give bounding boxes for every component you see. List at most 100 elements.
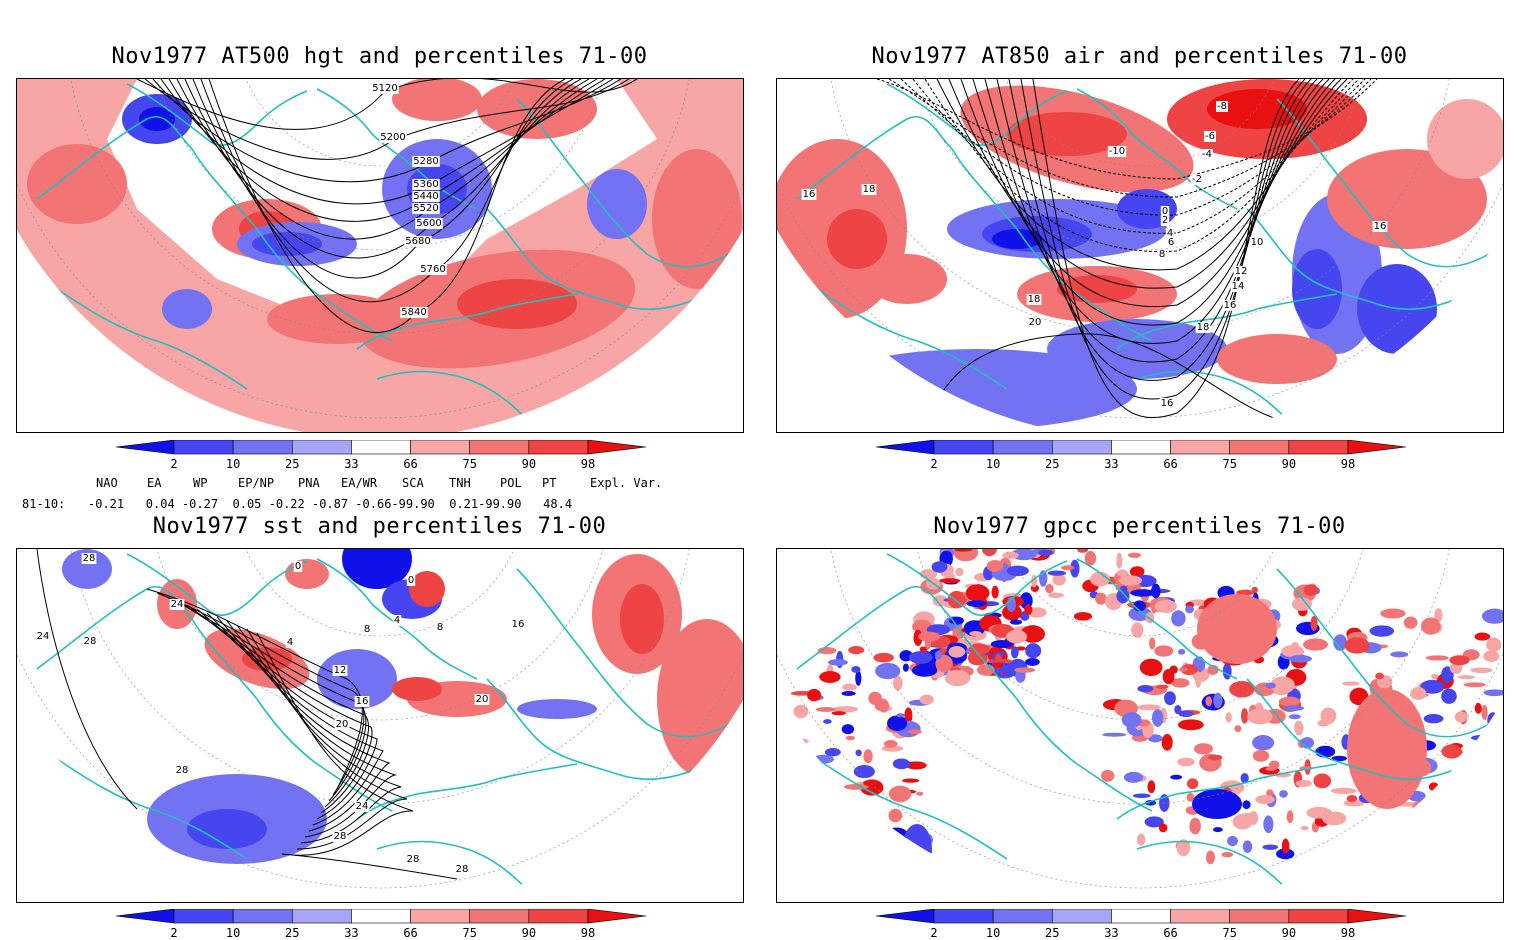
anomaly-region	[803, 752, 814, 758]
anomaly-region	[908, 729, 922, 735]
contour-line	[166, 596, 367, 802]
anomaly-region	[1403, 616, 1418, 629]
contour-label: 16	[803, 189, 816, 200]
coastline	[376, 370, 538, 430]
colorbar-label: 25	[1045, 926, 1060, 940]
contour-label: 16	[1224, 300, 1237, 311]
colorbar-segment	[1229, 909, 1290, 924]
anomaly-region	[948, 616, 965, 625]
anomaly-region	[1154, 599, 1178, 614]
anomaly-region	[992, 662, 1004, 668]
anomaly-region	[846, 836, 868, 841]
anomaly-region	[1252, 735, 1275, 751]
map-gpcc	[776, 548, 1504, 903]
contour-label: 20	[336, 719, 349, 730]
colorbar-segment	[1111, 909, 1171, 924]
anomaly-region	[831, 711, 847, 716]
anomaly-region	[990, 640, 1013, 649]
anomaly-region	[902, 824, 932, 874]
contour-line	[36, 549, 138, 810]
contour-label: 24	[356, 801, 369, 812]
anomaly-region	[918, 631, 941, 642]
colorbar-label: 2	[930, 926, 938, 940]
contour-label-bg	[81, 553, 97, 564]
contour-label-bg	[435, 622, 445, 633]
tele-row-values: -0.21 0.04 -0.27 0.05 -0.22 -0.87 -0.66-…	[88, 497, 573, 511]
colorbar-label: 2	[170, 926, 178, 940]
contour-label: 6	[1168, 237, 1174, 248]
anomaly-region	[1038, 549, 1054, 556]
contour-label-bg	[1157, 249, 1167, 260]
anomaly-region	[1185, 605, 1194, 614]
anomaly-region	[824, 817, 849, 834]
anomaly-region	[1137, 685, 1154, 693]
anomaly-region	[1213, 692, 1223, 709]
colorbar-segment	[528, 440, 589, 455]
anomaly-region	[1294, 720, 1304, 736]
map-hgt: 5120 5200 5280 5360 5440 5520 5600 5680 5760 5840	[16, 78, 744, 433]
colorbar-segment	[469, 440, 530, 455]
anomaly-region	[1306, 806, 1333, 819]
colorbar-tip-high	[587, 909, 646, 924]
anomaly-region	[1116, 552, 1123, 569]
colorbar-tip-high	[1347, 440, 1406, 455]
contour-label: 5840	[401, 307, 426, 318]
anomaly-region	[1313, 773, 1332, 789]
contour-label: 4	[287, 637, 293, 648]
anomaly-region	[1302, 638, 1328, 651]
anomaly-region	[1412, 800, 1425, 817]
anomaly-region	[1155, 684, 1169, 689]
anomaly-region	[1268, 760, 1280, 770]
contour-label-bg	[861, 184, 877, 195]
contour-label-bg	[371, 83, 399, 94]
colorbar-label: 2	[170, 457, 178, 471]
contour-line	[912, 79, 1360, 234]
anomaly-region	[1453, 794, 1478, 807]
anomaly-region	[27, 144, 127, 224]
contour-line	[1008, 79, 1312, 381]
anomaly-region	[981, 549, 997, 557]
anomaly-region	[1070, 559, 1080, 578]
tele-header-sca: SCA	[402, 476, 424, 490]
contour-line	[256, 632, 414, 856]
contour-label-bg	[415, 218, 443, 229]
coastline	[886, 553, 1068, 616]
anomaly-region	[813, 842, 827, 856]
anomaly-region	[1137, 833, 1146, 846]
anomaly-region	[789, 802, 816, 811]
contour-line	[1032, 79, 1300, 418]
colorbar-segment	[351, 909, 411, 924]
anomaly-region	[969, 630, 982, 637]
latitude-circle	[17, 549, 743, 889]
colorbar-label: 66	[403, 926, 418, 940]
colorbar-label: 10	[225, 926, 241, 940]
anomaly-region	[1227, 835, 1239, 847]
anomaly-region	[1470, 734, 1497, 741]
anomaly-region	[802, 781, 825, 792]
anomaly-region	[1169, 665, 1178, 674]
contour-label-bg	[1195, 322, 1211, 333]
anomaly-region	[517, 699, 597, 719]
anomaly-region	[944, 669, 971, 687]
latitude-circle	[992, 79, 1288, 167]
anomaly-region	[1341, 681, 1360, 686]
contour-label-bg	[1166, 237, 1176, 248]
contour-label: 28	[176, 765, 189, 776]
anomaly-region	[1240, 708, 1249, 724]
contour-line	[948, 79, 1342, 289]
anomaly-region	[824, 748, 841, 757]
colorbar-segment	[291, 440, 352, 455]
anomaly-region	[162, 289, 212, 329]
contour-label: 12	[1235, 266, 1248, 277]
contour-label: 0	[295, 561, 301, 572]
contour-label-bg	[1249, 237, 1265, 248]
coastline	[1116, 763, 1338, 820]
anomaly-region	[1073, 611, 1093, 621]
anomaly-region	[902, 663, 909, 672]
anomaly-region	[797, 770, 806, 783]
anomaly-region	[1463, 682, 1486, 688]
colorbar-segment	[410, 440, 471, 455]
contour-label-bg	[285, 637, 295, 648]
anomaly-region	[1278, 696, 1301, 707]
anomaly-region	[935, 654, 953, 673]
